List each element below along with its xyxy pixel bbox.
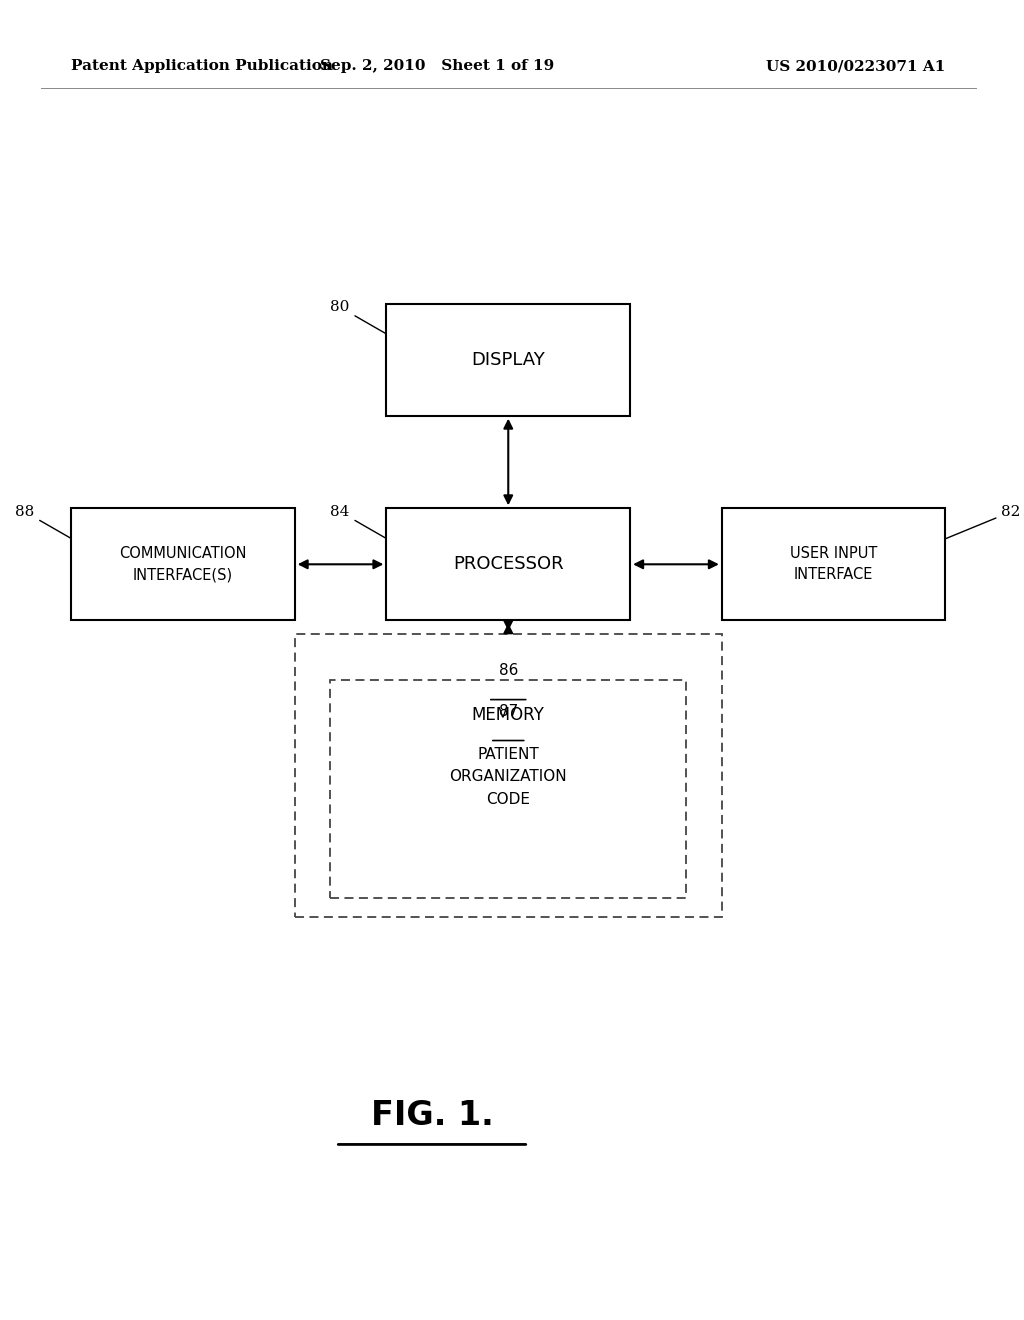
Text: DISPLAY: DISPLAY xyxy=(471,351,545,368)
FancyBboxPatch shape xyxy=(71,508,295,620)
Text: 88: 88 xyxy=(15,504,71,539)
Text: COMMUNICATION
INTERFACE(S): COMMUNICATION INTERFACE(S) xyxy=(119,546,247,582)
Text: 86: 86 xyxy=(499,663,518,677)
FancyBboxPatch shape xyxy=(295,634,722,917)
Text: PROCESSOR: PROCESSOR xyxy=(453,556,563,573)
Text: US 2010/0223071 A1: US 2010/0223071 A1 xyxy=(766,59,945,74)
Text: FIG. 1.: FIG. 1. xyxy=(371,1098,494,1133)
Text: USER INPUT
INTERFACE: USER INPUT INTERFACE xyxy=(790,546,878,582)
Text: 82: 82 xyxy=(946,504,1021,539)
Text: Patent Application Publication: Patent Application Publication xyxy=(71,59,333,74)
Text: 80: 80 xyxy=(331,300,386,334)
FancyBboxPatch shape xyxy=(386,304,630,416)
Text: 87: 87 xyxy=(499,704,518,718)
FancyBboxPatch shape xyxy=(331,680,686,898)
Text: MEMORY: MEMORY xyxy=(472,706,545,725)
Text: Sep. 2, 2010   Sheet 1 of 19: Sep. 2, 2010 Sheet 1 of 19 xyxy=(319,59,554,74)
FancyBboxPatch shape xyxy=(386,508,630,620)
Text: 84: 84 xyxy=(331,504,386,539)
Text: PATIENT
ORGANIZATION
CODE: PATIENT ORGANIZATION CODE xyxy=(450,747,567,807)
FancyBboxPatch shape xyxy=(722,508,945,620)
